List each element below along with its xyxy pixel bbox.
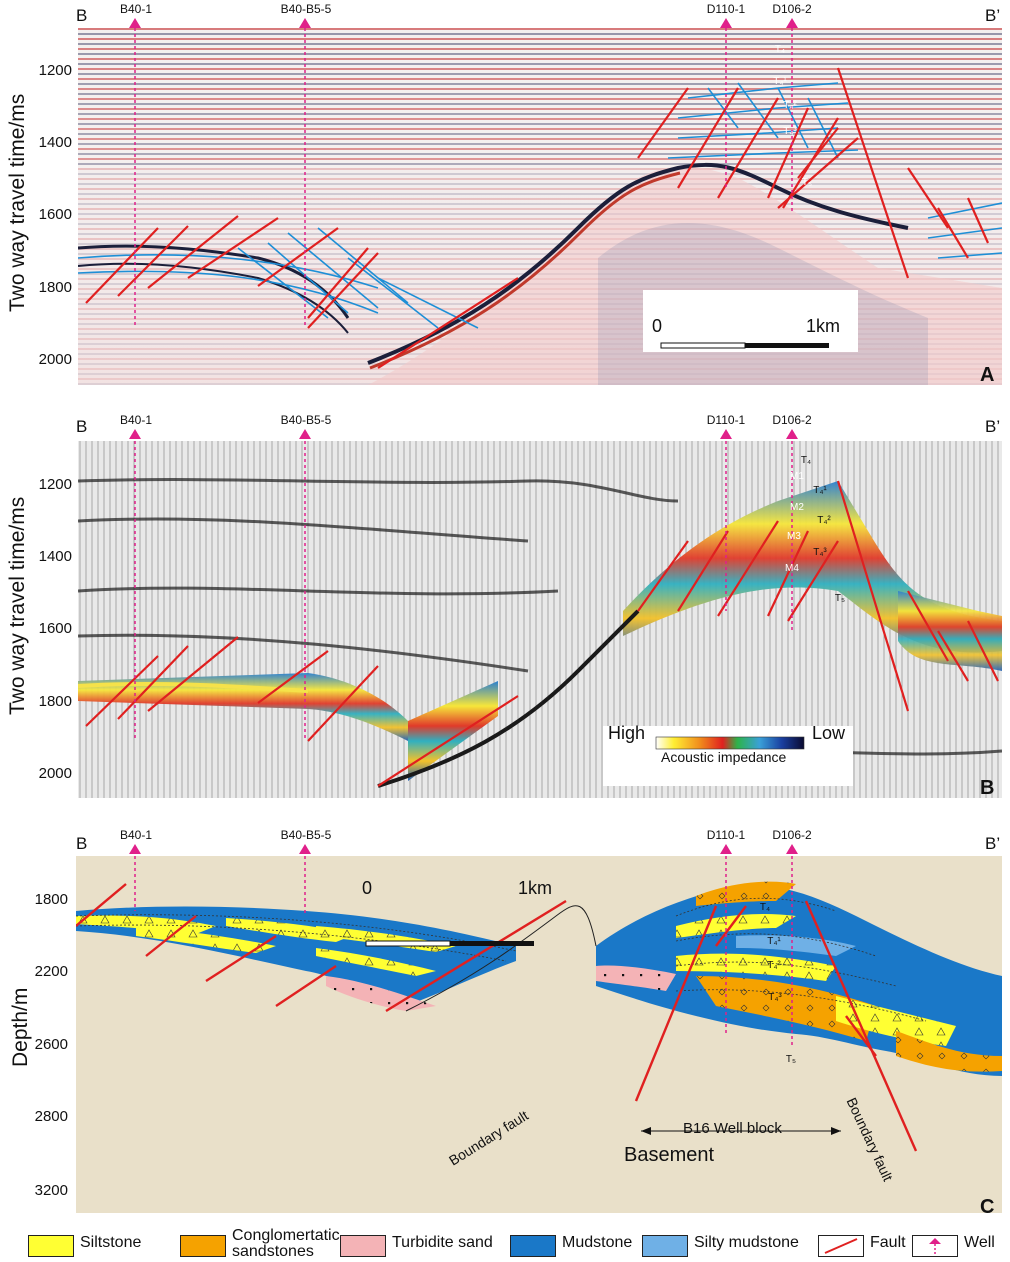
panel-c-cross-section-image bbox=[76, 856, 1002, 1213]
panel-a-well-label: D110-1 bbox=[706, 2, 746, 16]
panel-b-well-label: D106-2 bbox=[772, 413, 812, 427]
panel-b-tick: 2000 bbox=[38, 765, 72, 782]
panel-a-tick: 1200 bbox=[38, 62, 72, 79]
panel-b-left-end-label: B bbox=[76, 417, 88, 436]
horizon-label: T₄² bbox=[783, 100, 797, 111]
conglomeratic-sandstone-swatch bbox=[180, 1235, 226, 1257]
panel-c-geologic-section: Depth/m 1800 2200 2600 2800 3200 B B’ B4… bbox=[0, 820, 1010, 1220]
panel-b-tick: 1400 bbox=[38, 548, 72, 565]
panel-b-right-end-label: B’ bbox=[985, 417, 1001, 436]
panel-c-tick: 2600 bbox=[34, 1036, 68, 1053]
panel-b-y-axis-label: Two way travel time/ms bbox=[6, 496, 29, 715]
mudstone-swatch bbox=[510, 1235, 556, 1257]
panel-a-scale-zero: 0 bbox=[652, 316, 663, 336]
basement-label: Basement bbox=[624, 1144, 715, 1166]
silty-mudstone-swatch bbox=[642, 1235, 688, 1257]
member-label: M3 bbox=[787, 531, 801, 542]
panel-c-tick: 1800 bbox=[34, 891, 68, 908]
panel-c-well-label: D106-2 bbox=[772, 828, 812, 842]
panel-c-tick: 2800 bbox=[34, 1108, 68, 1125]
turbidite-sand-swatch bbox=[340, 1235, 386, 1257]
impedance-low-label: Low bbox=[812, 723, 846, 743]
panel-b-well-label: B40-B5-5 bbox=[280, 413, 332, 427]
horizon-label: T₄³ bbox=[813, 547, 827, 558]
well-icon bbox=[912, 1235, 958, 1257]
panel-b-well-markers bbox=[129, 429, 798, 439]
panel-b-seismic-image bbox=[78, 441, 1002, 798]
panel-b-impedance-section: Two way travel time/ms 1200 1400 1600 18… bbox=[0, 405, 1010, 805]
panel-a-tick: 1800 bbox=[38, 279, 72, 296]
panel-a-tick: 1400 bbox=[38, 134, 72, 151]
panel-b-tick: 1600 bbox=[38, 620, 72, 637]
panel-b-well-label: B40-1 bbox=[119, 413, 153, 427]
panel-a-well-label: B40-1 bbox=[119, 2, 153, 16]
legend-label: Siltstone bbox=[80, 1234, 142, 1251]
panel-a-left-end-label: B bbox=[76, 6, 88, 25]
panel-a-right-end-label: B’ bbox=[985, 6, 1001, 25]
legend-label: Turbidite sand bbox=[392, 1234, 493, 1251]
panel-c-left-end-label: B bbox=[76, 834, 88, 853]
horizon-label: T₅ bbox=[834, 593, 846, 604]
panel-c-scale-zero: 0 bbox=[362, 878, 373, 898]
horizon-label: T₄ bbox=[759, 902, 771, 913]
panel-a-seismic-image bbox=[78, 28, 1002, 385]
panel-b-tick: 1200 bbox=[38, 476, 72, 493]
panel-c-tick: 3200 bbox=[34, 1182, 68, 1199]
horizon-label: T₄¹ bbox=[767, 936, 781, 947]
panel-a-scale-km: 1km bbox=[806, 316, 841, 336]
panel-b-letter: B bbox=[980, 777, 995, 799]
panel-c-well-label: B40-B5-5 bbox=[280, 828, 332, 842]
legend-label: Fault bbox=[870, 1234, 906, 1251]
fault-icon bbox=[818, 1235, 864, 1257]
horizon-label: T₄¹ bbox=[773, 76, 787, 87]
panel-c-tick: 2200 bbox=[34, 963, 68, 980]
panel-a-seismic-section: Two way travel time/ms 1200 1400 1600 18… bbox=[0, 0, 1010, 400]
panel-c-well-label: B40-1 bbox=[119, 828, 153, 842]
horizon-label: T₄³ bbox=[783, 126, 797, 137]
legend-label: Well bbox=[964, 1234, 995, 1251]
well-block-label: B16 Well block bbox=[683, 1120, 782, 1137]
panel-b-well-label: D110-1 bbox=[706, 413, 746, 427]
panel-c-well-label: D110-1 bbox=[706, 828, 746, 842]
legend-label: Silty mudstone bbox=[694, 1234, 799, 1251]
panel-c-well-markers bbox=[129, 844, 798, 854]
panel-c-letter: C bbox=[980, 1196, 995, 1218]
impedance-title: Acoustic impedance bbox=[661, 749, 787, 765]
horizon-label: T₄³ bbox=[768, 992, 782, 1003]
panel-a-well-label: B40-B5-5 bbox=[280, 2, 332, 16]
horizon-label: T₅ bbox=[785, 1054, 797, 1065]
panel-a-tick: 1600 bbox=[38, 206, 72, 223]
horizon-label: T₄ bbox=[774, 44, 786, 55]
legend-label: Mudstone bbox=[562, 1234, 633, 1251]
horizon-label: T₄² bbox=[817, 515, 831, 526]
horizon-label: T₄¹ bbox=[813, 485, 827, 496]
horizon-label: T₄ bbox=[800, 455, 812, 466]
panel-a-letter: A bbox=[980, 364, 995, 386]
panel-c-scale-km: 1km bbox=[518, 878, 553, 898]
panel-a-well-markers bbox=[129, 18, 798, 28]
member-label: M1 bbox=[790, 471, 804, 482]
panel-c-right-end-label: B’ bbox=[985, 834, 1001, 853]
horizon-label: T₄² bbox=[767, 960, 781, 971]
legend-label: Conglomertatic sandstones bbox=[232, 1227, 340, 1260]
lithology-legend: Siltstone Conglomertatic sandstones Turb… bbox=[28, 1226, 1003, 1262]
panel-a-well-label: D106-2 bbox=[772, 2, 812, 16]
horizon-label: T₅ bbox=[801, 177, 813, 188]
panel-a-tick: 2000 bbox=[38, 351, 72, 368]
impedance-high-label: High bbox=[608, 723, 646, 743]
siltstone-swatch bbox=[28, 1235, 74, 1257]
member-label: M2 bbox=[790, 502, 804, 513]
panel-b-tick: 1800 bbox=[38, 693, 72, 710]
member-label: M4 bbox=[785, 563, 799, 574]
